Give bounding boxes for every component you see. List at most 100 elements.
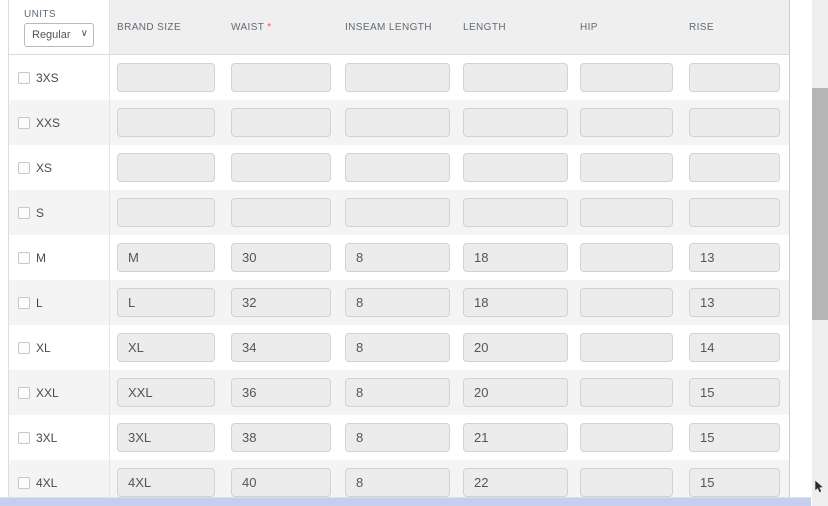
size-row-xs: XS [9,145,789,190]
rise-input-l[interactable] [689,288,780,317]
waist-input-3xl[interactable] [231,423,331,452]
column-header-waist: WAIST * [231,21,272,33]
size-checkbox-xxs[interactable] [18,116,30,129]
inseam_length-input-l[interactable] [345,288,450,317]
rise-cell [682,63,789,92]
length-input-xxs[interactable] [463,108,568,137]
size-label-cell: L [9,280,110,325]
length-input-xs[interactable] [463,153,568,182]
size-checkbox-xs[interactable] [18,161,30,174]
size-label: L [36,295,43,310]
size-label: XXL [36,385,59,400]
hip-input-l[interactable] [580,288,673,317]
length-input-3xl[interactable] [463,423,568,452]
hip-input-s[interactable] [580,198,673,227]
waist-input-l[interactable] [231,288,331,317]
size-checkbox-xxl[interactable] [18,386,30,399]
waist-input-xs[interactable] [231,153,331,182]
size-row-3xs: 3XS [9,55,789,100]
brand_size-input-xl[interactable] [117,333,215,362]
hip-input-xxl[interactable] [580,378,673,407]
rise-input-s[interactable] [689,198,780,227]
vertical-scrollbar-thumb[interactable] [812,88,828,320]
inseam_length-input-xs[interactable] [345,153,450,182]
length-input-l[interactable] [463,288,568,317]
brand_size-input-3xl[interactable] [117,423,215,452]
rise-input-xl[interactable] [689,333,780,362]
length-input-xl[interactable] [463,333,568,362]
hip-cell [573,108,682,137]
size-checkbox-3xl[interactable] [18,431,30,444]
length-input-m[interactable] [463,243,568,272]
waist-input-3xs[interactable] [231,63,331,92]
hip-cell [573,63,682,92]
inseam_length-input-m[interactable] [345,243,450,272]
hip-input-4xl[interactable] [580,468,673,497]
size-checkbox-4xl[interactable] [18,476,30,489]
rise-input-m[interactable] [689,243,780,272]
waist-input-4xl[interactable] [231,468,331,497]
length-input-xxl[interactable] [463,378,568,407]
brand_size-input-m[interactable] [117,243,215,272]
size-label: XL [36,340,51,355]
rise-input-xs[interactable] [689,153,780,182]
length-input-3xs[interactable] [463,63,568,92]
waist-cell [224,333,338,362]
rise-cell [682,468,789,497]
hip-input-3xs[interactable] [580,63,673,92]
length-input-s[interactable] [463,198,568,227]
length-cell [456,243,573,272]
rise-input-4xl[interactable] [689,468,780,497]
size-label-cell: XL [9,325,110,370]
brand_size-input-xxl[interactable] [117,378,215,407]
brand_size-input-3xs[interactable] [117,63,215,92]
brand_size-input-xs[interactable] [117,153,215,182]
size-checkbox-xl[interactable] [18,341,30,354]
horizontal-scrollbar-thumb[interactable] [0,497,811,506]
brand_size-cell [110,153,224,182]
rise-input-3xs[interactable] [689,63,780,92]
brand_size-cell [110,63,224,92]
size-label: XS [36,160,53,175]
brand_size-input-4xl[interactable] [117,468,215,497]
hip-input-xs[interactable] [580,153,673,182]
inseam_length-input-s[interactable] [345,198,450,227]
size-label-cell: 4XL [9,460,110,505]
hip-input-xxs[interactable] [580,108,673,137]
brand_size-input-l[interactable] [117,288,215,317]
waist-input-xxs[interactable] [231,108,331,137]
units-label: UNITS [24,9,56,20]
waist-input-xxl[interactable] [231,378,331,407]
length-cell [456,108,573,137]
hip-input-3xl[interactable] [580,423,673,452]
vertical-scrollbar-track[interactable] [812,0,828,506]
size-checkbox-s[interactable] [18,206,30,219]
size-label-cell: XXS [9,100,110,145]
inseam_length-input-3xl[interactable] [345,423,450,452]
waist-input-xl[interactable] [231,333,331,362]
inseam_length-input-3xs[interactable] [345,63,450,92]
column-header-brand_size: BRAND SIZE [117,21,182,33]
hip-input-m[interactable] [580,243,673,272]
brand_size-cell [110,333,224,362]
size-checkbox-l[interactable] [18,296,30,309]
inseam_length-input-4xl[interactable] [345,468,450,497]
rise-input-xxs[interactable] [689,108,780,137]
units-select[interactable]: Regular [24,23,94,47]
waist-input-m[interactable] [231,243,331,272]
hip-input-xl[interactable] [580,333,673,362]
inseam_length-input-xxs[interactable] [345,108,450,137]
length-input-4xl[interactable] [463,468,568,497]
waist-input-s[interactable] [231,198,331,227]
column-header-inseam_length: INSEAM LENGTH [345,21,432,33]
size-checkbox-3xs[interactable] [18,71,30,84]
inseam_length-input-xl[interactable] [345,333,450,362]
size-checkbox-m[interactable] [18,251,30,264]
inseam_length-input-xxl[interactable] [345,378,450,407]
inseam_length-cell [338,468,456,497]
rise-input-3xl[interactable] [689,423,780,452]
brand_size-input-s[interactable] [117,198,215,227]
brand_size-input-xxs[interactable] [117,108,215,137]
rise-input-xxl[interactable] [689,378,780,407]
